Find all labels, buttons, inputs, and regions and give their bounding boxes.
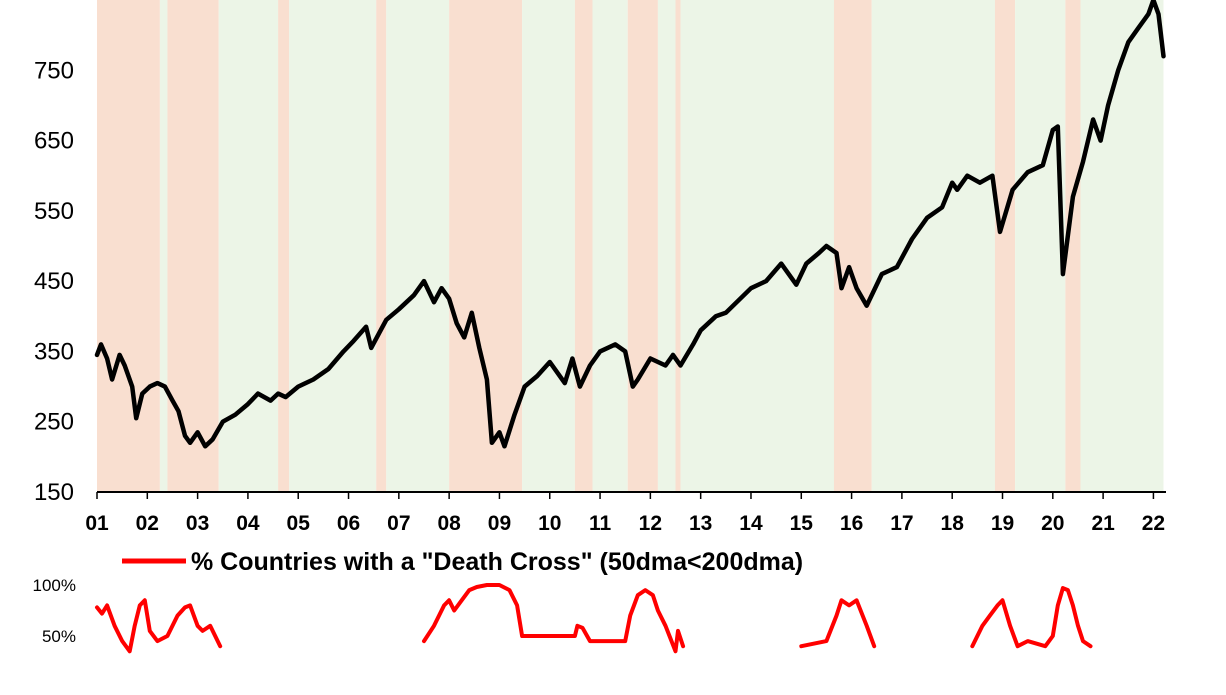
x-tick-label: 19 xyxy=(991,512,1014,535)
death-cross-line xyxy=(422,583,686,654)
regime-band-bull xyxy=(159,0,168,492)
y-tick-label: 350 xyxy=(34,338,74,365)
x-tick-label: 22 xyxy=(1142,512,1165,535)
regime-band-bear xyxy=(449,0,523,492)
regime-band-bull xyxy=(386,0,450,492)
x-tick-label: 02 xyxy=(136,512,159,535)
death-cross-line xyxy=(970,586,1093,649)
regime-band-bull xyxy=(218,0,279,492)
x-tick-label: 06 xyxy=(337,512,360,535)
pct-tick-label: 100% xyxy=(33,576,76,595)
regime-band-bear xyxy=(994,0,1016,492)
regime-band-bear xyxy=(675,0,681,492)
x-tick-label: 09 xyxy=(488,512,511,535)
x-tick-label: 07 xyxy=(387,512,410,535)
death-cross-line xyxy=(95,598,223,654)
x-tick-label: 14 xyxy=(739,512,763,535)
regime-band-bear xyxy=(376,0,387,492)
y-tick-label: 450 xyxy=(34,268,74,295)
regime-band-bull xyxy=(522,0,575,492)
y-tick-label: 650 xyxy=(34,128,74,155)
index-line-layer xyxy=(94,0,1166,449)
index-price-line xyxy=(94,0,1166,449)
regime-band-bear xyxy=(627,0,658,492)
x-tick-label: 21 xyxy=(1091,512,1115,535)
x-tick-label: 03 xyxy=(186,512,209,535)
pct-tick-label: 50% xyxy=(42,627,76,646)
x-tick-label: 20 xyxy=(1041,512,1064,535)
y-tick-label: 550 xyxy=(34,198,74,225)
y-tick-label: 250 xyxy=(34,409,74,436)
death-cross-line xyxy=(799,598,877,649)
death-cross-panel: 50% 100% xyxy=(33,576,1093,654)
regime-shading xyxy=(97,0,1164,492)
x-tick-label: 18 xyxy=(941,512,965,535)
x-tick-label: 01 xyxy=(85,512,109,535)
regime-band-bear xyxy=(167,0,219,492)
regime-band-bull xyxy=(1080,0,1164,492)
x-tick-label: 05 xyxy=(287,512,311,535)
y-tick-label: 750 xyxy=(34,57,74,84)
x-tick-label: 13 xyxy=(689,512,712,535)
regime-band-bull xyxy=(1015,0,1066,492)
regime-band-bear xyxy=(574,0,593,492)
regime-band-bear xyxy=(97,0,160,492)
regime-band-bull xyxy=(289,0,377,492)
x-tick-label: 10 xyxy=(538,512,561,535)
main-axes: 150 250 350 450 550 650 750 01 02 03 04 05 06 07 08 09 1… xyxy=(34,57,1166,535)
regime-band-bull xyxy=(657,0,676,492)
x-tick-label: 15 xyxy=(790,512,814,535)
x-tick-label: 11 xyxy=(589,512,612,535)
x-tick-label: 08 xyxy=(437,512,461,535)
x-tick-label: 12 xyxy=(639,512,662,535)
regime-band-bear xyxy=(1065,0,1081,492)
regime-band-bear xyxy=(278,0,290,492)
regime-band-bull xyxy=(871,0,995,492)
regime-band-bull xyxy=(680,0,834,492)
x-tick-label: 17 xyxy=(890,512,913,535)
regime-band-bear xyxy=(833,0,872,492)
x-tick-label: 04 xyxy=(236,512,260,535)
legend: % Countries with a "Death Cross" (50dma<… xyxy=(122,548,803,576)
legend-label: % Countries with a "Death Cross" (50dma<… xyxy=(191,548,803,576)
regime-band-bull xyxy=(592,0,628,492)
y-tick-label: 150 xyxy=(34,479,74,506)
x-tick-label: 16 xyxy=(840,512,863,535)
